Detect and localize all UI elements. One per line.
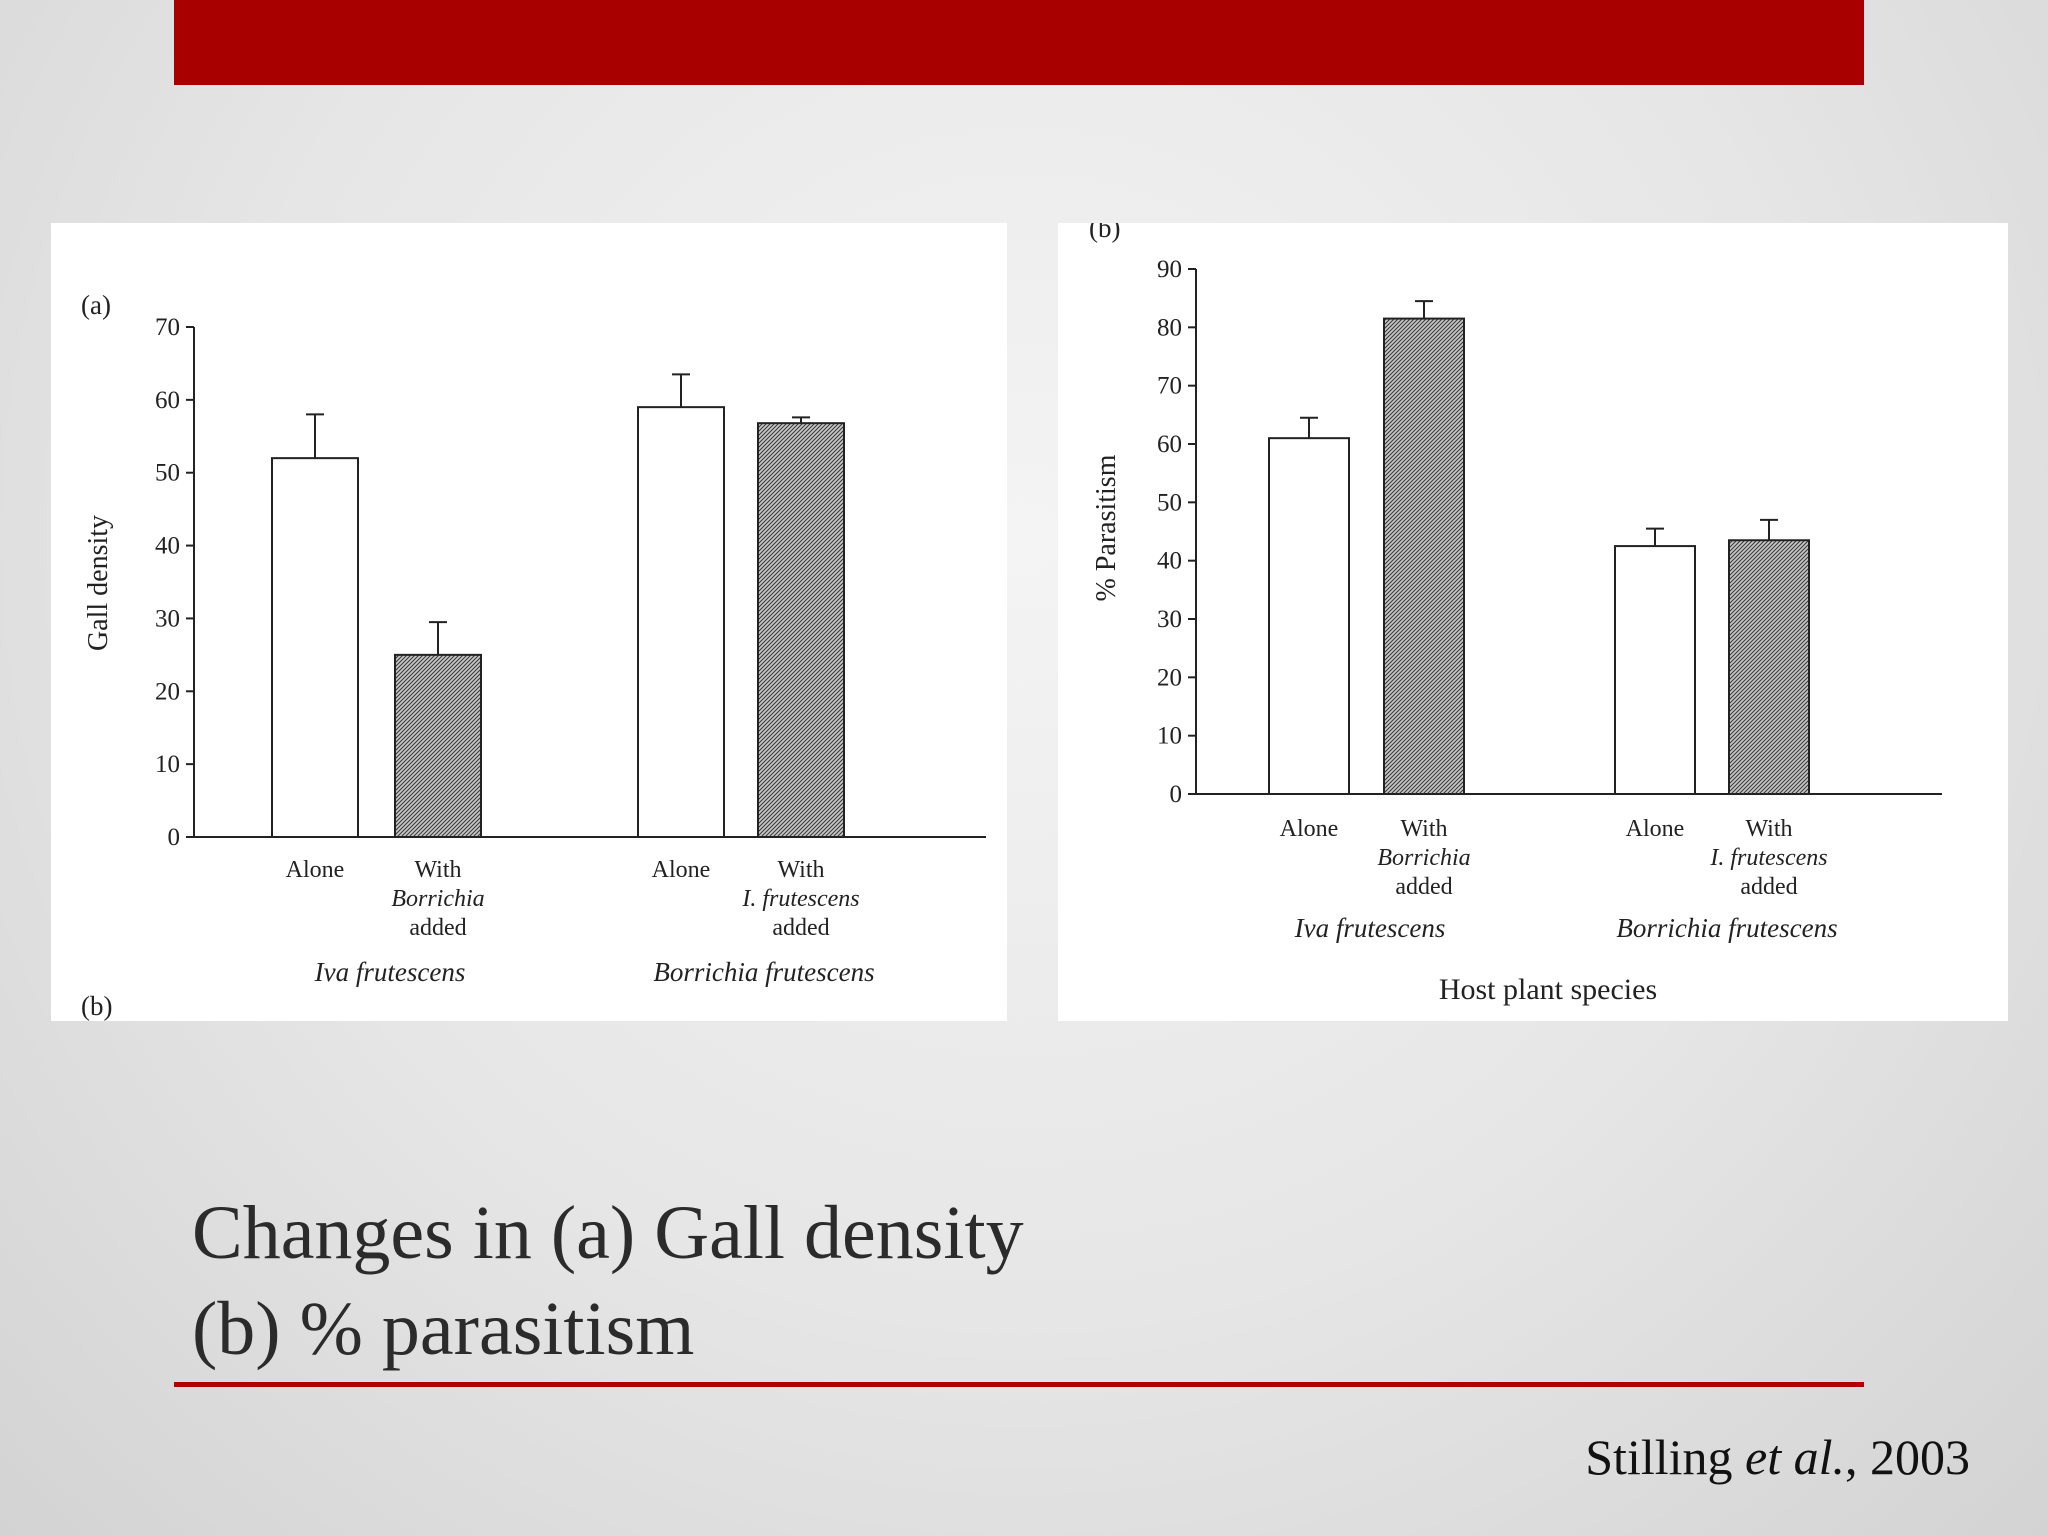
category-label: Alone bbox=[1626, 816, 1685, 842]
category-label: With bbox=[1745, 816, 1792, 842]
category-label: With bbox=[1400, 816, 1447, 842]
group-label: Borrichia frutescens bbox=[1616, 913, 1837, 943]
citation-author: Stilling bbox=[1585, 1429, 1746, 1485]
panel-label: (b) bbox=[1089, 223, 1120, 243]
y-tick-label: 90 bbox=[1157, 256, 1182, 283]
category-label: added bbox=[409, 915, 466, 941]
group-label: Iva frutescens bbox=[314, 957, 466, 987]
y-tick-label: 70 bbox=[155, 314, 180, 341]
y-axis-label: Gall density bbox=[83, 515, 114, 651]
gall-density-chart: 0 10 20 30 40 50 60 70 Gall density (a) Alone With B… bbox=[81, 290, 986, 1021]
parasitism-chart: 0 10 20 30 40 50 60 70 80 90 % Parasitism (b) Alone W… bbox=[1089, 223, 1942, 1006]
bar bbox=[1268, 437, 1350, 796]
y-tick-label: 10 bbox=[155, 751, 180, 778]
y-tick-label: 20 bbox=[1157, 664, 1182, 691]
panel-footer-label: (b) bbox=[81, 991, 112, 1021]
y-axis-label: % Parasitism bbox=[1091, 454, 1122, 601]
x-axis-label: Host plant species bbox=[1439, 973, 1657, 1006]
bar bbox=[1383, 317, 1465, 795]
y-tick-label: 30 bbox=[155, 605, 180, 632]
category-label: I. frutescens bbox=[741, 886, 859, 912]
panel-label: (a) bbox=[81, 290, 111, 320]
bar bbox=[271, 457, 359, 838]
category-label: With bbox=[414, 857, 461, 883]
citation: Stilling et al., 2003 bbox=[1585, 1428, 1970, 1486]
group-label: Iva frutescens bbox=[1294, 913, 1446, 943]
y-tick-label: 50 bbox=[155, 460, 180, 487]
citation-etal: et al. bbox=[1745, 1429, 1845, 1485]
category-label: added bbox=[772, 915, 829, 941]
bar bbox=[637, 406, 725, 838]
y-tick-label: 10 bbox=[1157, 723, 1182, 750]
y-tick-label: 60 bbox=[155, 387, 180, 414]
category-label: Borrichia bbox=[391, 886, 484, 912]
y-tick-label: 60 bbox=[1157, 431, 1182, 458]
bar bbox=[1614, 545, 1696, 796]
group-label: Borrichia frutescens bbox=[653, 957, 874, 987]
bar bbox=[1728, 539, 1810, 795]
citation-year: , 2003 bbox=[1845, 1429, 1970, 1485]
category-label: Borrichia bbox=[1377, 845, 1470, 871]
y-tick-label: 40 bbox=[1157, 548, 1182, 575]
category-label: I. frutescens bbox=[1709, 845, 1827, 871]
category-label: Alone bbox=[286, 857, 345, 883]
y-tick-label: 40 bbox=[155, 533, 180, 560]
bar bbox=[394, 653, 482, 838]
category-label: Alone bbox=[652, 857, 711, 883]
category-label: added bbox=[1740, 874, 1797, 900]
y-tick-label: 50 bbox=[1157, 489, 1182, 516]
y-tick-label: 20 bbox=[155, 678, 180, 705]
slide-title-line-1: Changes in (a) Gall density bbox=[192, 1191, 1024, 1275]
top-accent-bar bbox=[174, 0, 1864, 85]
bar bbox=[757, 422, 845, 839]
chart-a-panel: 0 10 20 30 40 50 60 70 Gall density (a) Alone With B… bbox=[51, 223, 1007, 1021]
title-underline bbox=[174, 1382, 1864, 1387]
category-label: With bbox=[777, 857, 824, 883]
category-label: Alone bbox=[1280, 816, 1339, 842]
y-tick-label: 0 bbox=[168, 824, 181, 851]
slide-title: Changes in (a) Gall density (b) % parasi… bbox=[192, 1185, 1792, 1377]
category-label: added bbox=[1395, 874, 1452, 900]
slide-title-line-2: (b) % parasitism bbox=[192, 1287, 695, 1371]
y-tick-label: 30 bbox=[1157, 606, 1182, 633]
y-tick-label: 80 bbox=[1157, 314, 1182, 341]
y-tick-label: 70 bbox=[1157, 373, 1182, 400]
y-tick-label: 0 bbox=[1170, 781, 1183, 808]
chart-b-panel: 0 10 20 30 40 50 60 70 80 90 % Parasitism (b) Alone W… bbox=[1058, 223, 2008, 1021]
